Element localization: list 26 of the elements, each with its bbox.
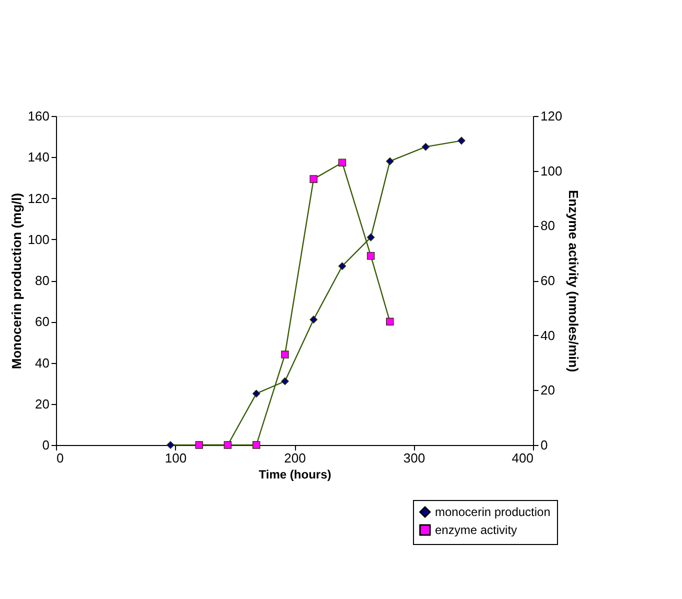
- x-tick-label: 400: [512, 450, 534, 466]
- x-tick-label: 200: [284, 450, 306, 466]
- legend-label: enzyme activity: [435, 523, 518, 537]
- y-tick-label: 40: [35, 355, 50, 370]
- y-tick-label: 140: [28, 150, 50, 165]
- y-tick-label: 0: [42, 438, 50, 452]
- y-tick-label: 60: [35, 314, 50, 330]
- x-tick-label: 100: [164, 450, 187, 466]
- y-tick-label: 100: [28, 232, 50, 247]
- y-axis-title: Monocerin production (mg/l): [8, 192, 24, 370]
- y-tick-label: 120: [28, 190, 50, 206]
- y-tick-label: 160: [28, 108, 50, 124]
- x-tick-label: 300: [403, 450, 426, 466]
- y2-axis-title: Enzyme activity (nmoles/min): [566, 190, 582, 372]
- legend-label: monocerin production: [435, 505, 550, 519]
- y2-tick-label: 0: [540, 438, 548, 452]
- y2-tick-label: 120: [540, 108, 562, 124]
- x-axis-title: Time (hours): [258, 468, 332, 482]
- y-tick-label: 20: [35, 396, 50, 412]
- y2-tick-label: 40: [540, 328, 555, 343]
- y2-tick-label: 20: [540, 382, 555, 398]
- y2-tick-label: 80: [540, 218, 555, 234]
- y2-tick-label: 100: [540, 163, 562, 178]
- x-tick-label: 0: [56, 450, 64, 466]
- y-tick-label: 80: [35, 273, 50, 288]
- y2-tick-label: 60: [540, 273, 555, 288]
